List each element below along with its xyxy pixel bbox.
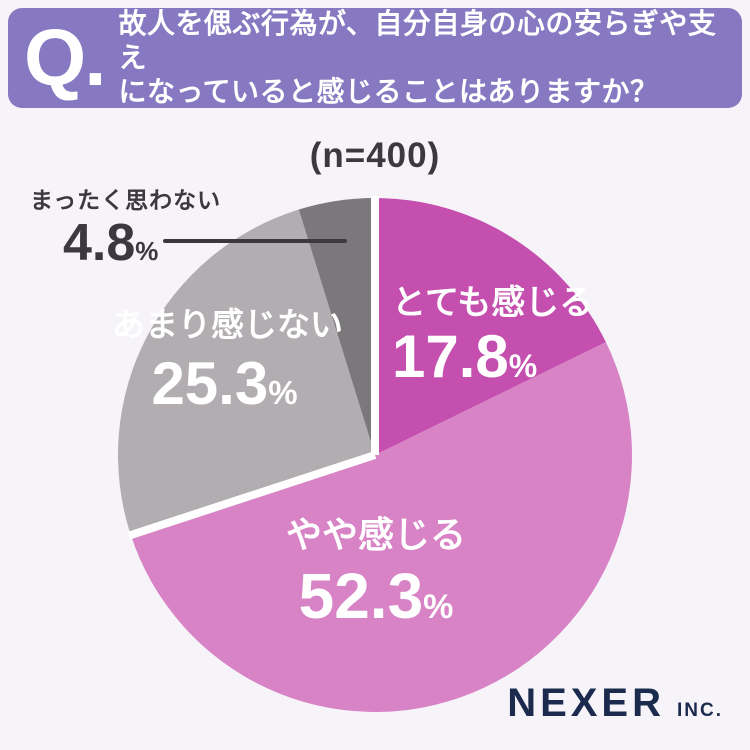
slice-value: 52.3% bbox=[266, 564, 486, 628]
nexer-logo: NEXER INC. bbox=[507, 681, 723, 726]
slice-value-number: 52.3 bbox=[298, 560, 424, 632]
slice-value: 4.8% bbox=[63, 217, 221, 269]
slice-value-number: 25.3 bbox=[151, 350, 269, 417]
percent-sign: % bbox=[508, 348, 538, 384]
pie-slice-3 bbox=[298, 198, 375, 455]
logo-text: NEXER bbox=[507, 681, 665, 725]
q-mark: Q. bbox=[24, 13, 106, 102]
percent-sign: % bbox=[135, 236, 159, 266]
slice-value-number: 4.8 bbox=[63, 214, 136, 272]
slice-gap-separator bbox=[127, 451, 377, 540]
slice-name: とても感じる bbox=[392, 284, 594, 322]
slice-name: やや感じる bbox=[285, 514, 466, 555]
slice-name: あまり感じない bbox=[112, 306, 343, 343]
logo-suffix: INC. bbox=[677, 700, 723, 721]
percent-sign: % bbox=[423, 588, 454, 626]
pie-slice-0 bbox=[375, 197, 606, 455]
slice-value: 17.8% bbox=[392, 327, 593, 387]
slice-name: まったく思わない bbox=[30, 187, 222, 213]
callout-leader-line bbox=[163, 239, 347, 243]
question-header: Q. 故人を偲ぶ行為が、自分自身の心の安らぎや支え になっていると感じることはあ… bbox=[8, 8, 742, 108]
pie-slice-1 bbox=[130, 342, 633, 712]
question-text: 故人を偲ぶ行為が、自分自身の心の安らぎや支え になっていると感じることはあります… bbox=[118, 7, 742, 109]
percent-sign: % bbox=[268, 374, 298, 411]
slice-value: 25.3% bbox=[112, 354, 337, 414]
slice-label-yaya-kanjiru: やや感じる 52.3% bbox=[266, 514, 486, 628]
slice-label-totemo-kanjiru: とても感じる 17.8% bbox=[392, 283, 593, 387]
slice-label-mattaku-omowanai: まったく思わない 4.8% bbox=[30, 187, 221, 269]
question-line-2: になっていると感じることはありますか？ bbox=[118, 76, 659, 107]
question-line-1: 故人を偲ぶ行為が、自分自身の心の安らぎや支え bbox=[118, 8, 717, 73]
slice-value-number: 17.8 bbox=[392, 323, 509, 390]
slice-label-amari-kanjinai: あまり感じない 25.3% bbox=[112, 306, 343, 414]
sample-size-label: (n=400) bbox=[309, 136, 441, 175]
pie-slice-2 bbox=[118, 209, 375, 536]
